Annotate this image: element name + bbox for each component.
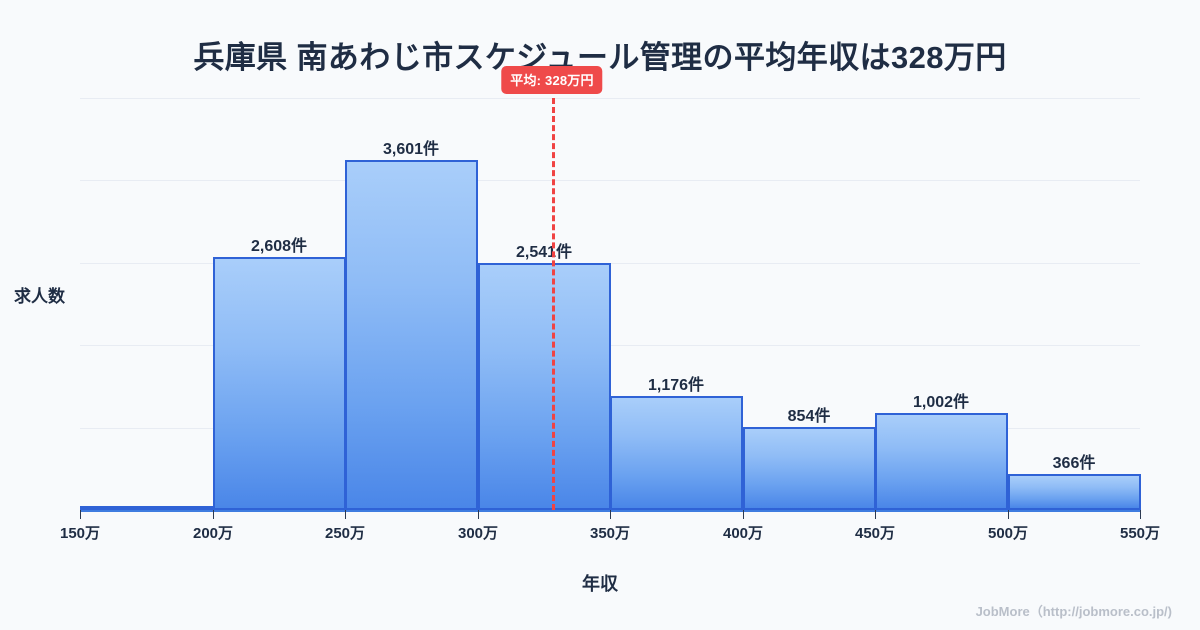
x-axis-tick [1140, 510, 1141, 519]
x-axis-tick-label: 450万 [854, 525, 896, 542]
bar-value-label: 1,176件 [647, 377, 705, 394]
x-axis-tick [610, 510, 611, 519]
x-axis-tick [1008, 510, 1009, 519]
x-axis-tick [345, 510, 346, 519]
histogram-bar[interactable] [213, 257, 346, 510]
bar-value-label: 1,002件 [912, 394, 970, 411]
x-axis-tick [80, 510, 81, 519]
mean-line [552, 98, 555, 510]
x-axis-tick-label: 400万 [722, 525, 764, 542]
histogram-bar[interactable] [743, 427, 876, 510]
x-axis-title: 年収 [582, 574, 618, 594]
bar-value-label: 2,541件 [515, 244, 573, 261]
x-axis-tick [213, 510, 214, 519]
bar-value-label: 2,608件 [250, 238, 308, 255]
histogram-bar[interactable] [345, 160, 478, 510]
x-axis-tick-label: 500万 [987, 525, 1029, 542]
x-axis-tick [478, 510, 479, 519]
plot-area: 2,608件 3,601件 2,541件 1,176件 854件 1,002件 366件 15… [60, 66, 1160, 542]
y-axis-title: 求人数 [14, 287, 65, 306]
histogram-bar[interactable] [80, 506, 213, 510]
x-axis-tick-label: 150万 [59, 525, 101, 542]
credit-watermark: JobMore（http://jobmore.co.jp/) [975, 604, 1172, 619]
histogram-bar[interactable] [875, 413, 1008, 510]
mean-badge: 平均: 328万円 [501, 66, 603, 94]
histogram-bar[interactable] [1008, 474, 1141, 510]
bar-value-label: 3,601件 [382, 141, 440, 158]
bar-value-label: 366件 [1052, 455, 1096, 472]
histogram-bar[interactable] [478, 263, 611, 510]
histogram-bar[interactable] [610, 396, 743, 510]
x-axis-tick-label: 200万 [192, 525, 234, 542]
x-axis-tick-label: 250万 [324, 525, 366, 542]
x-axis-tick-label: 300万 [457, 525, 499, 542]
gridline [80, 98, 1140, 99]
x-axis-tick [875, 510, 876, 519]
gridline [80, 180, 1140, 181]
x-axis-tick [743, 510, 744, 519]
x-axis-tick-label: 550万 [1119, 525, 1161, 542]
x-axis-tick-label: 350万 [589, 525, 631, 542]
bar-value-label: 854件 [787, 408, 831, 425]
